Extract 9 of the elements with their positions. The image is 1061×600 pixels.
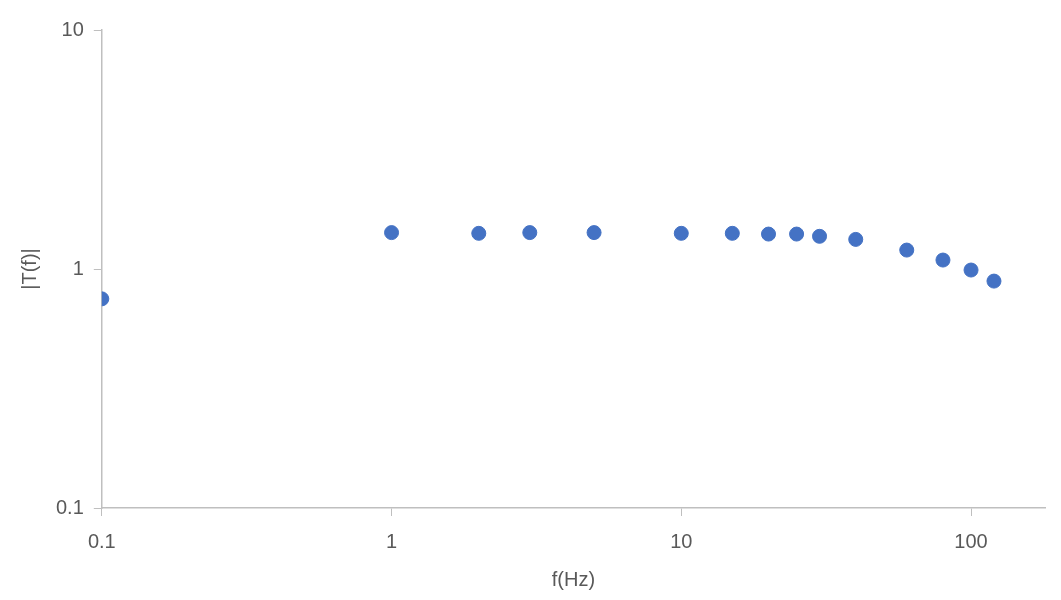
x-tick-label: 0.1 [87, 529, 116, 552]
y-axis-title: |T(f)| [17, 248, 40, 290]
y-tick-label: 0.1 [55, 495, 84, 518]
y-tick-label: 10 [61, 17, 84, 40]
y-tick-label: 1 [72, 256, 84, 279]
x-tick-label: 1 [385, 529, 398, 552]
x-tick-label: 10 [670, 529, 693, 552]
x-axis-title: f(Hz) [551, 567, 596, 590]
x-tick-label: 100 [954, 529, 988, 552]
